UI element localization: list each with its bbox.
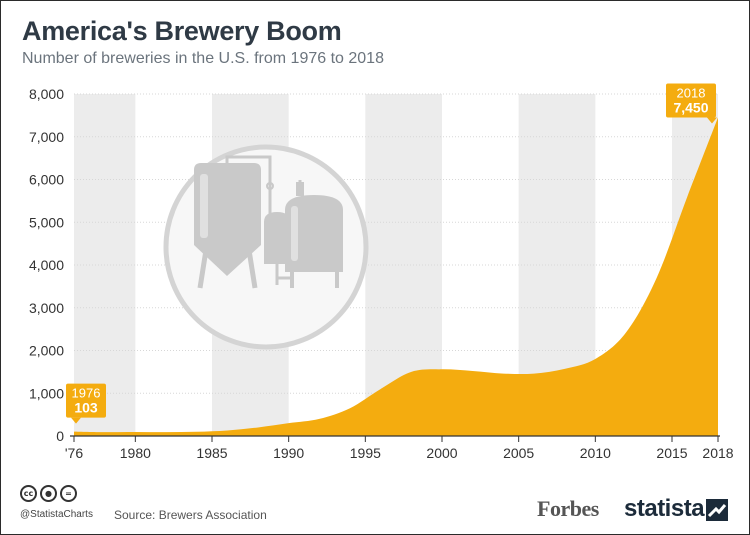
annotation-pointer <box>707 117 717 124</box>
brewery-tank-icon <box>163 144 369 350</box>
y-tick-label: 1,000 <box>29 385 64 401</box>
x-tick-label: 1980 <box>120 445 151 461</box>
cc-icon[interactable]: cc <box>20 485 37 502</box>
annotation-pointer <box>71 417 81 424</box>
y-tick-label: 6,000 <box>29 172 64 188</box>
annotation-box <box>66 383 106 418</box>
series-area <box>74 117 718 436</box>
y-tick-label: 5,000 <box>29 214 64 230</box>
x-tick-label: 1995 <box>350 445 381 461</box>
x-axis: '76 1980 1985 1990 1995 2000 2005 2010 2015 2018 <box>65 435 734 461</box>
y-axis: 0 1,000 2,000 3,000 4,000 5,000 6,000 7,000 8,00… <box>29 86 64 444</box>
annotation-value: 7,450 <box>673 100 708 116</box>
chart-title: America's Brewery Boom <box>22 16 342 46</box>
chart-subtitle: Number of breweries in the U.S. from 197… <box>22 50 384 67</box>
statista-logo-icon[interactable] <box>706 499 728 521</box>
equal-icon[interactable]: = <box>60 485 77 502</box>
x-tick-label: 2015 <box>656 445 687 461</box>
source-note: Source: Brewers Association <box>114 508 267 522</box>
x-tick-label: '76 <box>65 445 83 461</box>
x-tick-label: 2000 <box>426 445 457 461</box>
person-icon[interactable]: ● <box>40 485 57 502</box>
license-icons: cc ● = <box>20 485 77 502</box>
y-tick-label: 8,000 <box>29 86 64 102</box>
forbes-logo[interactable]: Forbes <box>537 496 599 521</box>
annotation-value: 103 <box>74 400 98 416</box>
x-tick-label: 1990 <box>273 445 304 461</box>
x-tick-label: 2005 <box>503 445 534 461</box>
footer-credits: cc ● = @StatistaCharts Source: Brewers A… <box>20 485 300 529</box>
y-tick-label: 3,000 <box>29 300 64 316</box>
y-tick-label: 4,000 <box>29 257 64 273</box>
statista-logo-text[interactable]: statista <box>624 495 705 522</box>
annotation-year: 2018 <box>677 86 706 101</box>
annotation-box <box>666 83 716 118</box>
x-tick-label: 1985 <box>196 445 227 461</box>
y-tick-label: 0 <box>56 428 64 444</box>
statista-handle[interactable]: @StatistaCharts <box>20 509 93 520</box>
y-tick-label: 2,000 <box>29 343 64 359</box>
chart-svg: 0 1,000 2,000 3,000 4,000 5,000 6,000 7,000 8,00… <box>29 83 734 461</box>
y-tick-label: 7,000 <box>29 129 64 145</box>
x-tick-label: 2010 <box>580 445 611 461</box>
annotation-year: 1976 <box>72 386 101 401</box>
x-tick-label: 2018 <box>702 445 733 461</box>
